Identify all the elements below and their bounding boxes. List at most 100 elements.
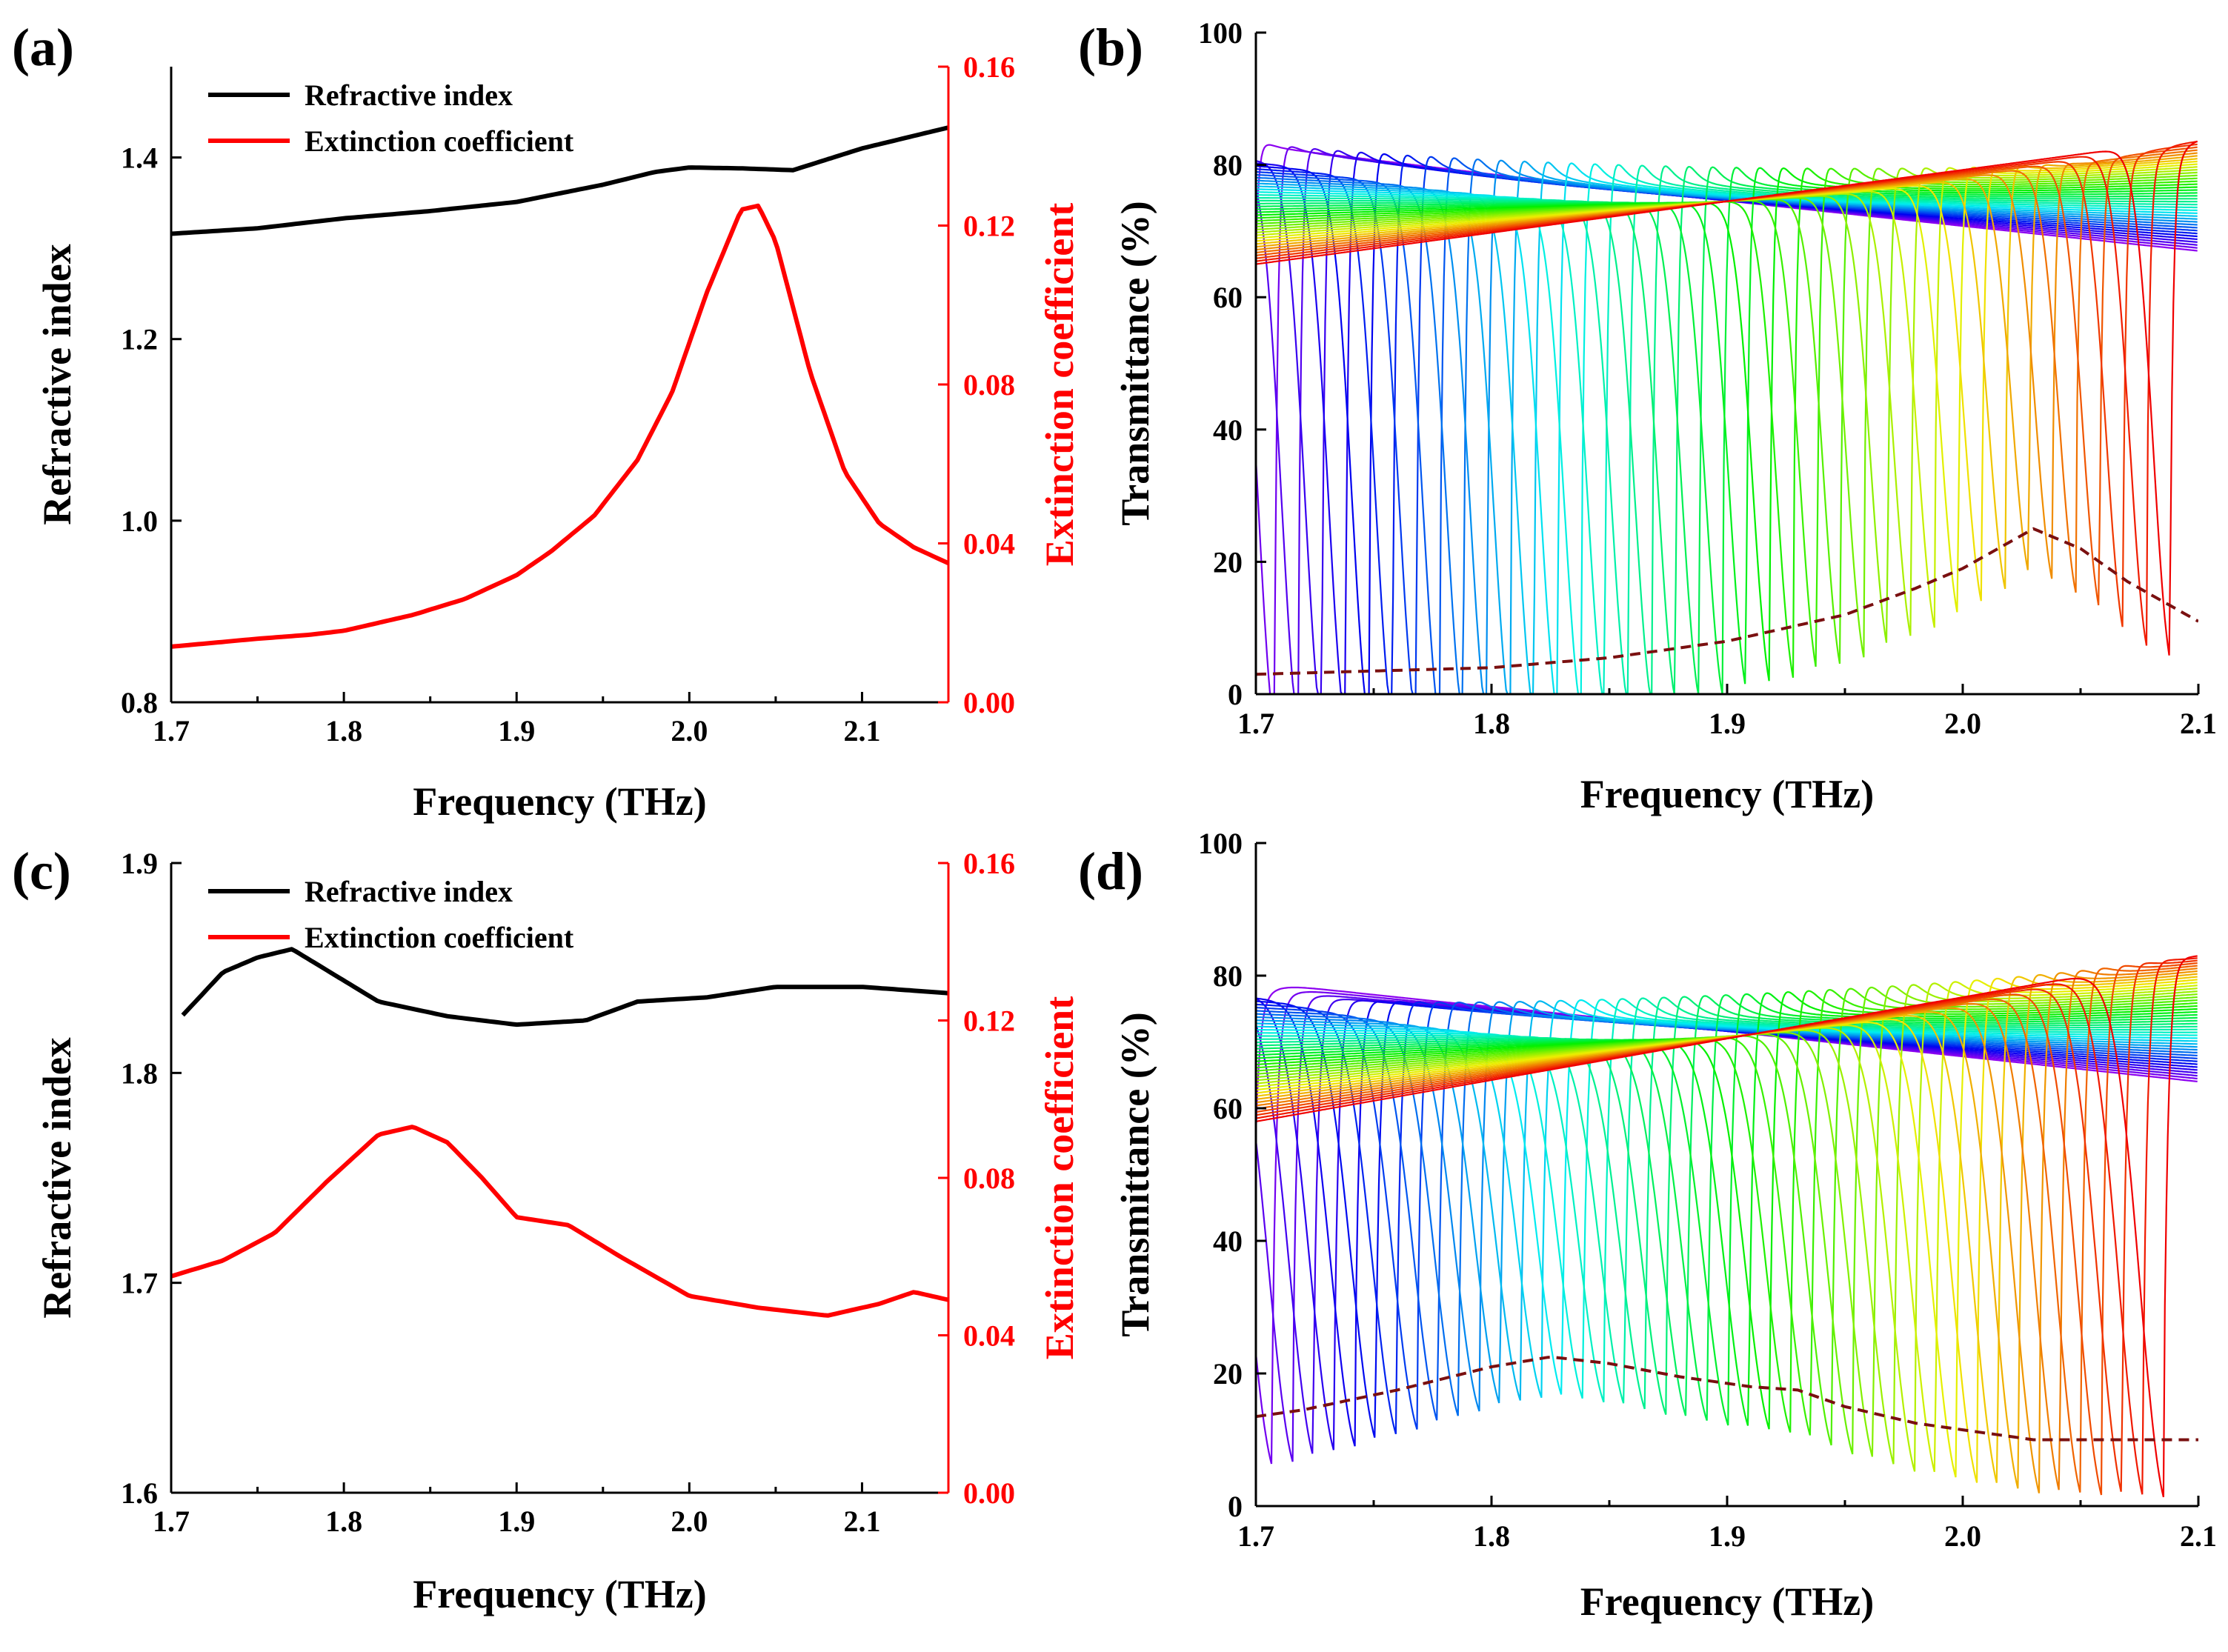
plot-area bbox=[1256, 140, 2198, 694]
resonance-curve bbox=[1256, 990, 2198, 1433]
refractive-index-line bbox=[171, 125, 948, 236]
x-tick-label: 1.9 bbox=[498, 714, 535, 747]
resonance-curve bbox=[1256, 998, 2198, 1403]
y2-axis-title: Extinction coefficient bbox=[1037, 203, 1082, 566]
y-tick-label: 80 bbox=[1213, 959, 1243, 993]
x-tick-label: 2.0 bbox=[1944, 1519, 1981, 1553]
x-axis-title: Frequency (THz) bbox=[413, 779, 706, 824]
x-tick-label: 1.7 bbox=[1237, 707, 1274, 740]
y2-axis-title: Extinction coefficient bbox=[1037, 996, 1082, 1359]
y2-tick-label: 0.16 bbox=[963, 847, 1015, 880]
resonance-curve bbox=[1256, 996, 2198, 1415]
x-axis-title: Frequency (THz) bbox=[413, 1572, 706, 1616]
minimum-envelope-line bbox=[1256, 1355, 2198, 1442]
resonance-curve bbox=[1256, 993, 2198, 1426]
resonance-curve bbox=[1256, 161, 2198, 694]
y-tick-label: 40 bbox=[1213, 413, 1243, 447]
resonance-curve bbox=[1256, 163, 2198, 694]
legend-label: Extinction coefficient bbox=[305, 124, 574, 158]
y-tick-label: 100 bbox=[1198, 827, 1243, 860]
x-tick-label: 2.0 bbox=[1944, 707, 1981, 740]
resonance-curve bbox=[1256, 164, 2198, 694]
y-tick-label: 60 bbox=[1213, 1092, 1243, 1125]
y-axis-title: Transmittance (%) bbox=[1113, 1012, 1157, 1336]
refractive-index-line bbox=[181, 947, 948, 1027]
plot-area bbox=[171, 947, 948, 1318]
y2-tick-label: 0.08 bbox=[963, 368, 1015, 402]
resonance-curve bbox=[1256, 167, 2198, 682]
resonance-curve bbox=[1256, 164, 2198, 694]
x-tick-label: 1.9 bbox=[1709, 707, 1746, 740]
resonance-curve bbox=[1256, 162, 2198, 694]
x-tick-label: 1.8 bbox=[1473, 707, 1510, 740]
y-tick-label: 1.7 bbox=[121, 1267, 158, 1300]
x-tick-label: 2.0 bbox=[671, 714, 708, 747]
panel-label: (b) bbox=[1078, 18, 1143, 77]
y-tick-label: 20 bbox=[1213, 1357, 1243, 1390]
x-tick-label: 2.1 bbox=[843, 714, 880, 747]
x-axis-title: Frequency (THz) bbox=[1580, 1579, 1874, 1624]
minimum-envelope-line bbox=[1256, 527, 2198, 676]
resonance-curve bbox=[1256, 994, 2198, 1421]
x-tick-label: 2.0 bbox=[671, 1505, 708, 1538]
y2-tick-label: 0.00 bbox=[963, 686, 1015, 719]
x-tick-label: 2.1 bbox=[2180, 707, 2217, 740]
extinction-coefficient-line bbox=[171, 203, 948, 649]
resonance-curve bbox=[1256, 167, 2198, 685]
resonance-curve bbox=[1256, 999, 2198, 1399]
y-tick-label: 100 bbox=[1198, 16, 1243, 50]
x-tick-label: 2.1 bbox=[843, 1505, 880, 1538]
y-tick-label: 1.9 bbox=[121, 847, 158, 880]
resonance-curve bbox=[1256, 999, 2198, 1399]
panel-label: (d) bbox=[1078, 842, 1143, 901]
y-tick-label: 60 bbox=[1213, 281, 1243, 314]
x-tick-label: 1.9 bbox=[1709, 1519, 1746, 1553]
y-tick-label: 0 bbox=[1228, 1490, 1243, 1523]
y-axis-title: Transmittance (%) bbox=[1113, 201, 1157, 525]
resonance-curve bbox=[1256, 999, 2198, 1395]
y2-tick-label: 0.08 bbox=[963, 1162, 1015, 1195]
resonance-curve bbox=[1256, 140, 2198, 656]
x-tick-label: 1.8 bbox=[1473, 1519, 1510, 1553]
panel-c: (c)1.7 1.8 1.9 2.0 2.11.61.71.81.90.000.040.… bbox=[12, 842, 1082, 1616]
y-axis-title: Refractive index bbox=[35, 244, 79, 524]
x-tick-label: 1.9 bbox=[498, 1505, 535, 1538]
x-tick-label: 1.8 bbox=[325, 1505, 362, 1538]
y-tick-label: 0.8 bbox=[121, 686, 158, 719]
x-tick-label: 1.7 bbox=[153, 714, 190, 747]
y2-tick-label: 0.12 bbox=[963, 1005, 1015, 1038]
resonance-curve bbox=[1256, 165, 2198, 694]
y-tick-label: 0 bbox=[1228, 678, 1243, 711]
y2-tick-label: 0.12 bbox=[963, 210, 1015, 243]
panel-label: (a) bbox=[12, 18, 74, 77]
resonance-curve bbox=[1256, 996, 2198, 1410]
panel-a: (a) 1.7 1.8 1.9 2.0 2.1 0.8 1.0 1.2 1.4 0.00 0.04 0.… bbox=[12, 18, 1082, 824]
legend-label: Extinction coefficient bbox=[305, 921, 574, 954]
x-tick-label: 1.7 bbox=[1237, 1519, 1274, 1553]
x-tick-label: 1.8 bbox=[325, 714, 362, 747]
resonance-curve bbox=[1256, 166, 2198, 694]
y-axis-title: Refractive index bbox=[35, 1037, 79, 1318]
panel-b: (b) 1.7 1.8 1.9 2.0 2.1 0 20 40 60 80 100 Frequency … bbox=[1078, 16, 2217, 816]
y2-tick-label: 0.04 bbox=[963, 1319, 1015, 1353]
y2-tick-label: 0.16 bbox=[963, 50, 1015, 84]
y-tick-label: 1.4 bbox=[121, 141, 158, 175]
y-tick-label: 80 bbox=[1213, 149, 1243, 182]
y-tick-label: 1.6 bbox=[121, 1476, 158, 1510]
y-tick-label: 1.0 bbox=[121, 504, 158, 538]
resonance-curve bbox=[1256, 166, 2198, 694]
y2-tick-label: 0.04 bbox=[963, 527, 1015, 561]
resonance-curve bbox=[1256, 955, 2198, 1498]
y-tick-label: 1.8 bbox=[121, 1056, 158, 1090]
y-tick-label: 1.2 bbox=[121, 323, 158, 356]
resonance-curve bbox=[1256, 997, 2198, 1404]
y-tick-label: 40 bbox=[1213, 1225, 1243, 1258]
legend-label: Refractive index bbox=[305, 79, 513, 112]
plot-area bbox=[1256, 955, 2198, 1498]
y2-tick-label: 0.00 bbox=[963, 1476, 1015, 1510]
y-tick-label: 20 bbox=[1213, 545, 1243, 579]
extinction-coefficient-line bbox=[171, 1125, 948, 1318]
panel-d: (d) 1.7 1.8 1.9 2.0 2.1 0 20 40 60 80 100 Frequency … bbox=[1078, 827, 2217, 1624]
x-axis-title: Frequency (THz) bbox=[1580, 772, 1874, 816]
